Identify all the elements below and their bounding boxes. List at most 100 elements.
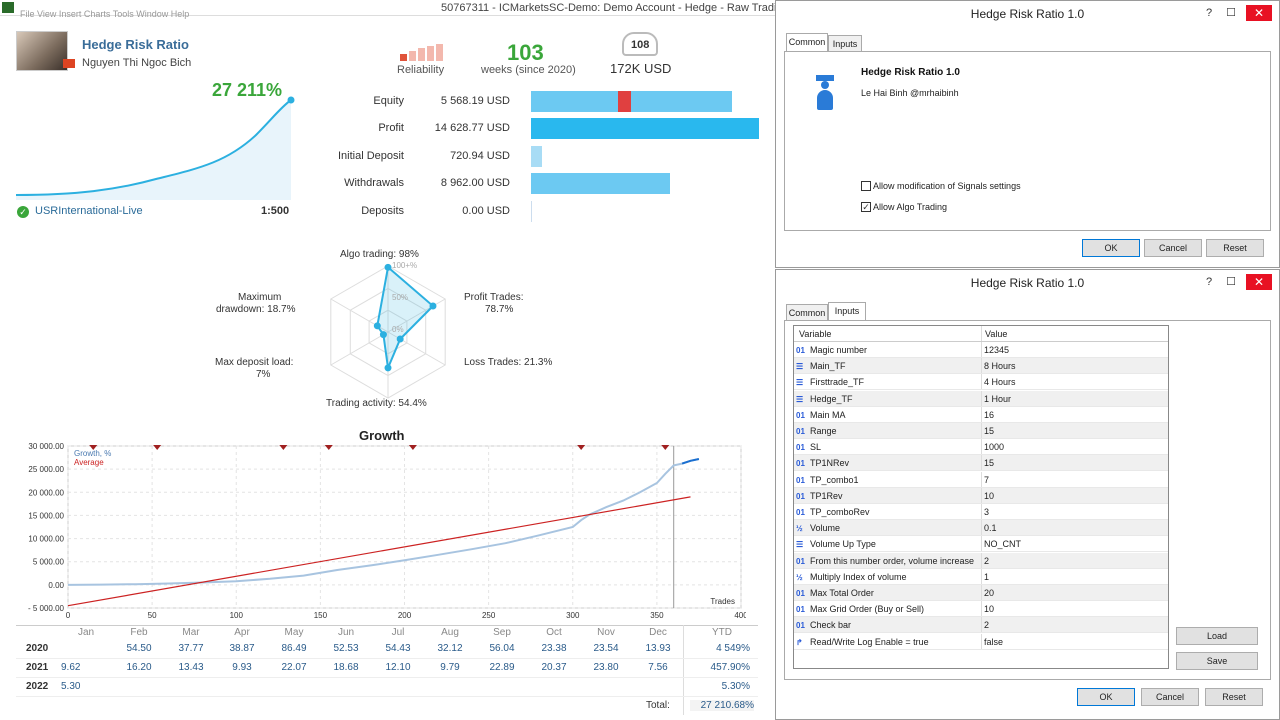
column-variable: Variable: [799, 329, 832, 339]
input-type-icon: 01: [796, 459, 805, 469]
finance-value: 5 568.19 USD: [440, 95, 510, 107]
input-name: TP1Rev: [810, 490, 843, 501]
input-value[interactable]: 8 Hours: [984, 361, 1016, 372]
y-tick-label-7: - 5 000.00: [28, 604, 65, 613]
input-value[interactable]: 7: [984, 474, 990, 485]
finance-bar: [531, 118, 759, 139]
input-variable: 01 Check bar: [796, 620, 851, 630]
close-button[interactable]: ✕: [1246, 274, 1272, 290]
input-value[interactable]: 2: [984, 555, 990, 566]
input-row[interactable]: ☰ Volume Up Type NO_CNT: [794, 536, 1168, 553]
input-value[interactable]: 4 Hours: [984, 377, 1016, 388]
input-variable: 01 From this number order, volume increas…: [796, 556, 974, 566]
ok-button[interactable]: OK: [1077, 688, 1135, 706]
x-tick-label-4: 200: [398, 611, 412, 620]
input-value[interactable]: 10: [984, 604, 995, 615]
tab-common[interactable]: Common: [786, 33, 828, 52]
legend-average: Average: [74, 458, 104, 467]
month-return: 22.89: [489, 662, 515, 673]
maximize-button[interactable]: ☐: [1226, 276, 1236, 288]
input-row[interactable]: ½ Multiply Index of volume 1: [794, 568, 1168, 585]
month-return: 23.54: [593, 643, 619, 654]
funds-value: 172K USD: [610, 61, 672, 76]
input-row[interactable]: 01 Range 15: [794, 423, 1168, 439]
deposit-marker-5: [577, 445, 586, 450]
month-return: 38.87: [229, 643, 255, 654]
input-variable: ☰ Hedge_TF: [796, 394, 853, 404]
ea-properties-dialog-common[interactable]: Hedge Risk Ratio 1.0 ? ☐ ✕ Common Inputs…: [775, 0, 1280, 268]
load-button[interactable]: Load: [1176, 627, 1258, 645]
month-return: 9.93: [232, 662, 252, 673]
help-button[interactable]: ?: [1205, 276, 1213, 288]
help-button[interactable]: ?: [1205, 7, 1213, 19]
input-row[interactable]: 01 TP_comboRev 3: [794, 504, 1168, 520]
input-row[interactable]: ☰ Firsttrade_TF 4 Hours: [794, 374, 1168, 391]
allow-signals-checkbox[interactable]: [861, 181, 871, 191]
input-value[interactable]: false: [984, 636, 1004, 647]
y-tick-label-1: 25 000.00: [28, 465, 64, 474]
input-name: Volume Up Type: [810, 539, 876, 550]
finance-value: 14 628.77 USD: [434, 122, 510, 134]
input-row[interactable]: 01 Main MA 16: [794, 406, 1168, 423]
signal-name-link[interactable]: Hedge Risk Ratio: [82, 37, 189, 52]
year-label: 2021: [26, 662, 49, 673]
input-row[interactable]: 01 From this number order, volume increas…: [794, 552, 1168, 569]
reset-button[interactable]: Reset: [1206, 239, 1264, 257]
cancel-button[interactable]: Cancel: [1141, 688, 1199, 706]
weeks-label: weeks (since 2020): [481, 64, 576, 76]
month-return: 22.07: [281, 662, 307, 673]
input-row[interactable]: ↱ Read/Write Log Enable = true false: [794, 633, 1168, 650]
input-row[interactable]: 01 Magic number 12345: [794, 342, 1168, 358]
input-variable: 01 Max Total Order: [796, 588, 874, 598]
input-name: SL: [810, 442, 822, 453]
month-return: 23.38: [541, 643, 567, 654]
input-row[interactable]: 01 TP1Rev 10: [794, 487, 1168, 504]
input-row[interactable]: 01 Max Total Order 20: [794, 585, 1168, 601]
input-value[interactable]: 12345: [984, 345, 1010, 355]
input-value[interactable]: 20: [984, 588, 995, 598]
row-divider: [16, 677, 758, 678]
expert-advisor-icon: [816, 75, 834, 111]
allow-algo-checkbox[interactable]: ✓: [861, 202, 871, 212]
input-row[interactable]: 01 SL 1000: [794, 439, 1168, 456]
month-return: 16.20: [126, 662, 152, 673]
input-row[interactable]: ☰ Main_TF 8 Hours: [794, 358, 1168, 375]
tab-common[interactable]: Common: [786, 304, 828, 321]
month-header: Sep: [493, 627, 511, 638]
input-value[interactable]: NO_CNT: [984, 539, 1022, 550]
reset-button[interactable]: Reset: [1205, 688, 1263, 706]
dialog-title: Hedge Risk Ratio 1.0: [776, 1, 1279, 28]
x-tick-label-6: 300: [566, 611, 580, 620]
ok-button[interactable]: OK: [1082, 239, 1140, 257]
radar-tick-50: 50%: [392, 293, 409, 302]
month-return: 86.49: [281, 643, 307, 654]
input-value[interactable]: 3: [984, 507, 990, 517]
close-button[interactable]: ✕: [1246, 5, 1272, 21]
signal-author[interactable]: Nguyen Thi Ngoc Bich: [82, 57, 192, 69]
tab-inputs[interactable]: Inputs: [828, 35, 862, 52]
input-value[interactable]: 1000: [984, 442, 1005, 453]
input-value[interactable]: 2: [984, 620, 990, 631]
cancel-button[interactable]: Cancel: [1144, 239, 1202, 257]
inputs-grid[interactable]: Variable Value 01 Magic number 12345 ☰ Main_…: [793, 325, 1169, 669]
month-return: 13.43: [178, 662, 204, 673]
input-row[interactable]: 01 TP_combo1 7: [794, 471, 1168, 488]
tab-inputs[interactable]: Inputs: [828, 302, 866, 321]
input-row[interactable]: 01 TP1NRev 15: [794, 455, 1168, 472]
input-row[interactable]: ½ Volume 0.1: [794, 520, 1168, 537]
input-value[interactable]: 0.1: [984, 523, 997, 534]
input-row[interactable]: 01 Check bar 2: [794, 617, 1168, 634]
input-value[interactable]: 10: [984, 490, 995, 501]
input-type-icon: ½: [796, 572, 803, 582]
input-value[interactable]: 1: [984, 571, 990, 582]
input-row[interactable]: ☰ Hedge_TF 1 Hour: [794, 390, 1168, 407]
maximize-button[interactable]: ☐: [1226, 7, 1236, 19]
radar-tick-0: 0%: [392, 325, 404, 334]
input-value[interactable]: 16: [984, 409, 995, 420]
input-value[interactable]: 1 Hour: [984, 393, 1012, 404]
input-row[interactable]: 01 Max Grid Order (Buy or Sell) 10: [794, 601, 1168, 618]
input-value[interactable]: 15: [984, 426, 995, 436]
ytd-return: 4 549%: [716, 643, 750, 654]
input-value[interactable]: 15: [984, 458, 995, 469]
save-button[interactable]: Save: [1176, 652, 1258, 670]
